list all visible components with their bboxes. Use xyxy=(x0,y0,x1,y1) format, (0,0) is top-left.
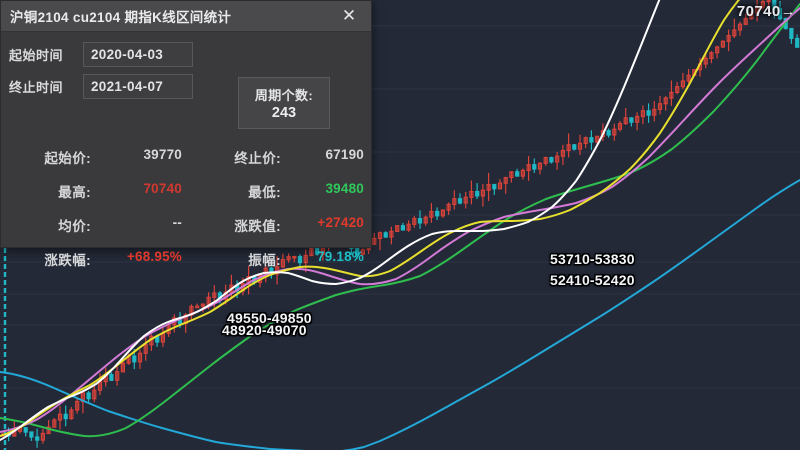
stat-value: +68.95% xyxy=(126,249,182,264)
dialog-body: 起始时间 2020-04-03 终止时间 2021-04-07 周期个数: 24… xyxy=(1,32,371,268)
kline-range-statistics-dialog: 沪铜2104 cu2104 期指K线区间统计 ✕ 起始时间 2020-04-03… xyxy=(0,0,372,268)
stat-value: 79.18% xyxy=(317,249,364,264)
start-time-row: 起始时间 2020-04-03 xyxy=(9,42,193,67)
annot-high-range: 53710-53830 xyxy=(550,251,635,267)
stat-label: 涨跌值: xyxy=(234,219,281,234)
ma-line-yellow xyxy=(0,0,741,437)
period-count-label: 周期个数: xyxy=(254,88,314,103)
period-count-box: 周期个数: 243 xyxy=(238,77,330,129)
stat-label: 涨跌幅: xyxy=(44,253,91,268)
end-time-label: 终止时间 xyxy=(9,80,64,95)
ma-line-cyan xyxy=(0,179,800,450)
current-price-tag: 70740→ xyxy=(736,3,796,20)
annot-mid-range: 52410-52420 xyxy=(550,272,635,288)
annot-low-range-b: 48920-49070 xyxy=(222,322,307,338)
close-icon[interactable]: ✕ xyxy=(341,5,357,26)
stat-value: +27420 xyxy=(317,215,364,230)
annot-low-range-a: 49550-49850 xyxy=(227,310,312,326)
ma-line-magenta xyxy=(0,7,800,433)
stat-value: 70740 xyxy=(143,181,182,196)
stat-label: 均价: xyxy=(58,219,91,234)
stat-label: 振幅: xyxy=(248,253,281,268)
start-time-label: 起始时间 xyxy=(9,48,64,63)
stat-value: 67190 xyxy=(325,147,364,162)
dialog-titlebar[interactable]: 沪铜2104 cu2104 期指K线区间统计 ✕ xyxy=(1,1,371,32)
statistics-grid: 起始价: 39770 终止价: 67190 最高: 70740 最低: 39480 均价: -- 涨… xyxy=(1,140,373,276)
dialog-title: 沪铜2104 cu2104 期指K线区间统计 xyxy=(10,10,232,25)
stat-value: 39480 xyxy=(325,181,364,196)
end-time-row: 终止时间 2021-04-07 xyxy=(9,74,193,99)
period-count-value: 243 xyxy=(271,105,297,121)
stat-label: 最高: xyxy=(58,185,91,200)
end-time-input[interactable]: 2021-04-07 xyxy=(83,74,193,99)
ma-line-white xyxy=(0,0,661,441)
stat-label: 起始价: xyxy=(44,151,91,166)
stat-value: 39770 xyxy=(143,147,182,162)
stat-label: 最低: xyxy=(248,185,281,200)
start-time-input[interactable]: 2020-04-03 xyxy=(83,42,193,67)
stat-value: -- xyxy=(172,215,182,230)
stat-label: 终止价: xyxy=(234,151,281,166)
ma-line-green xyxy=(0,3,800,438)
